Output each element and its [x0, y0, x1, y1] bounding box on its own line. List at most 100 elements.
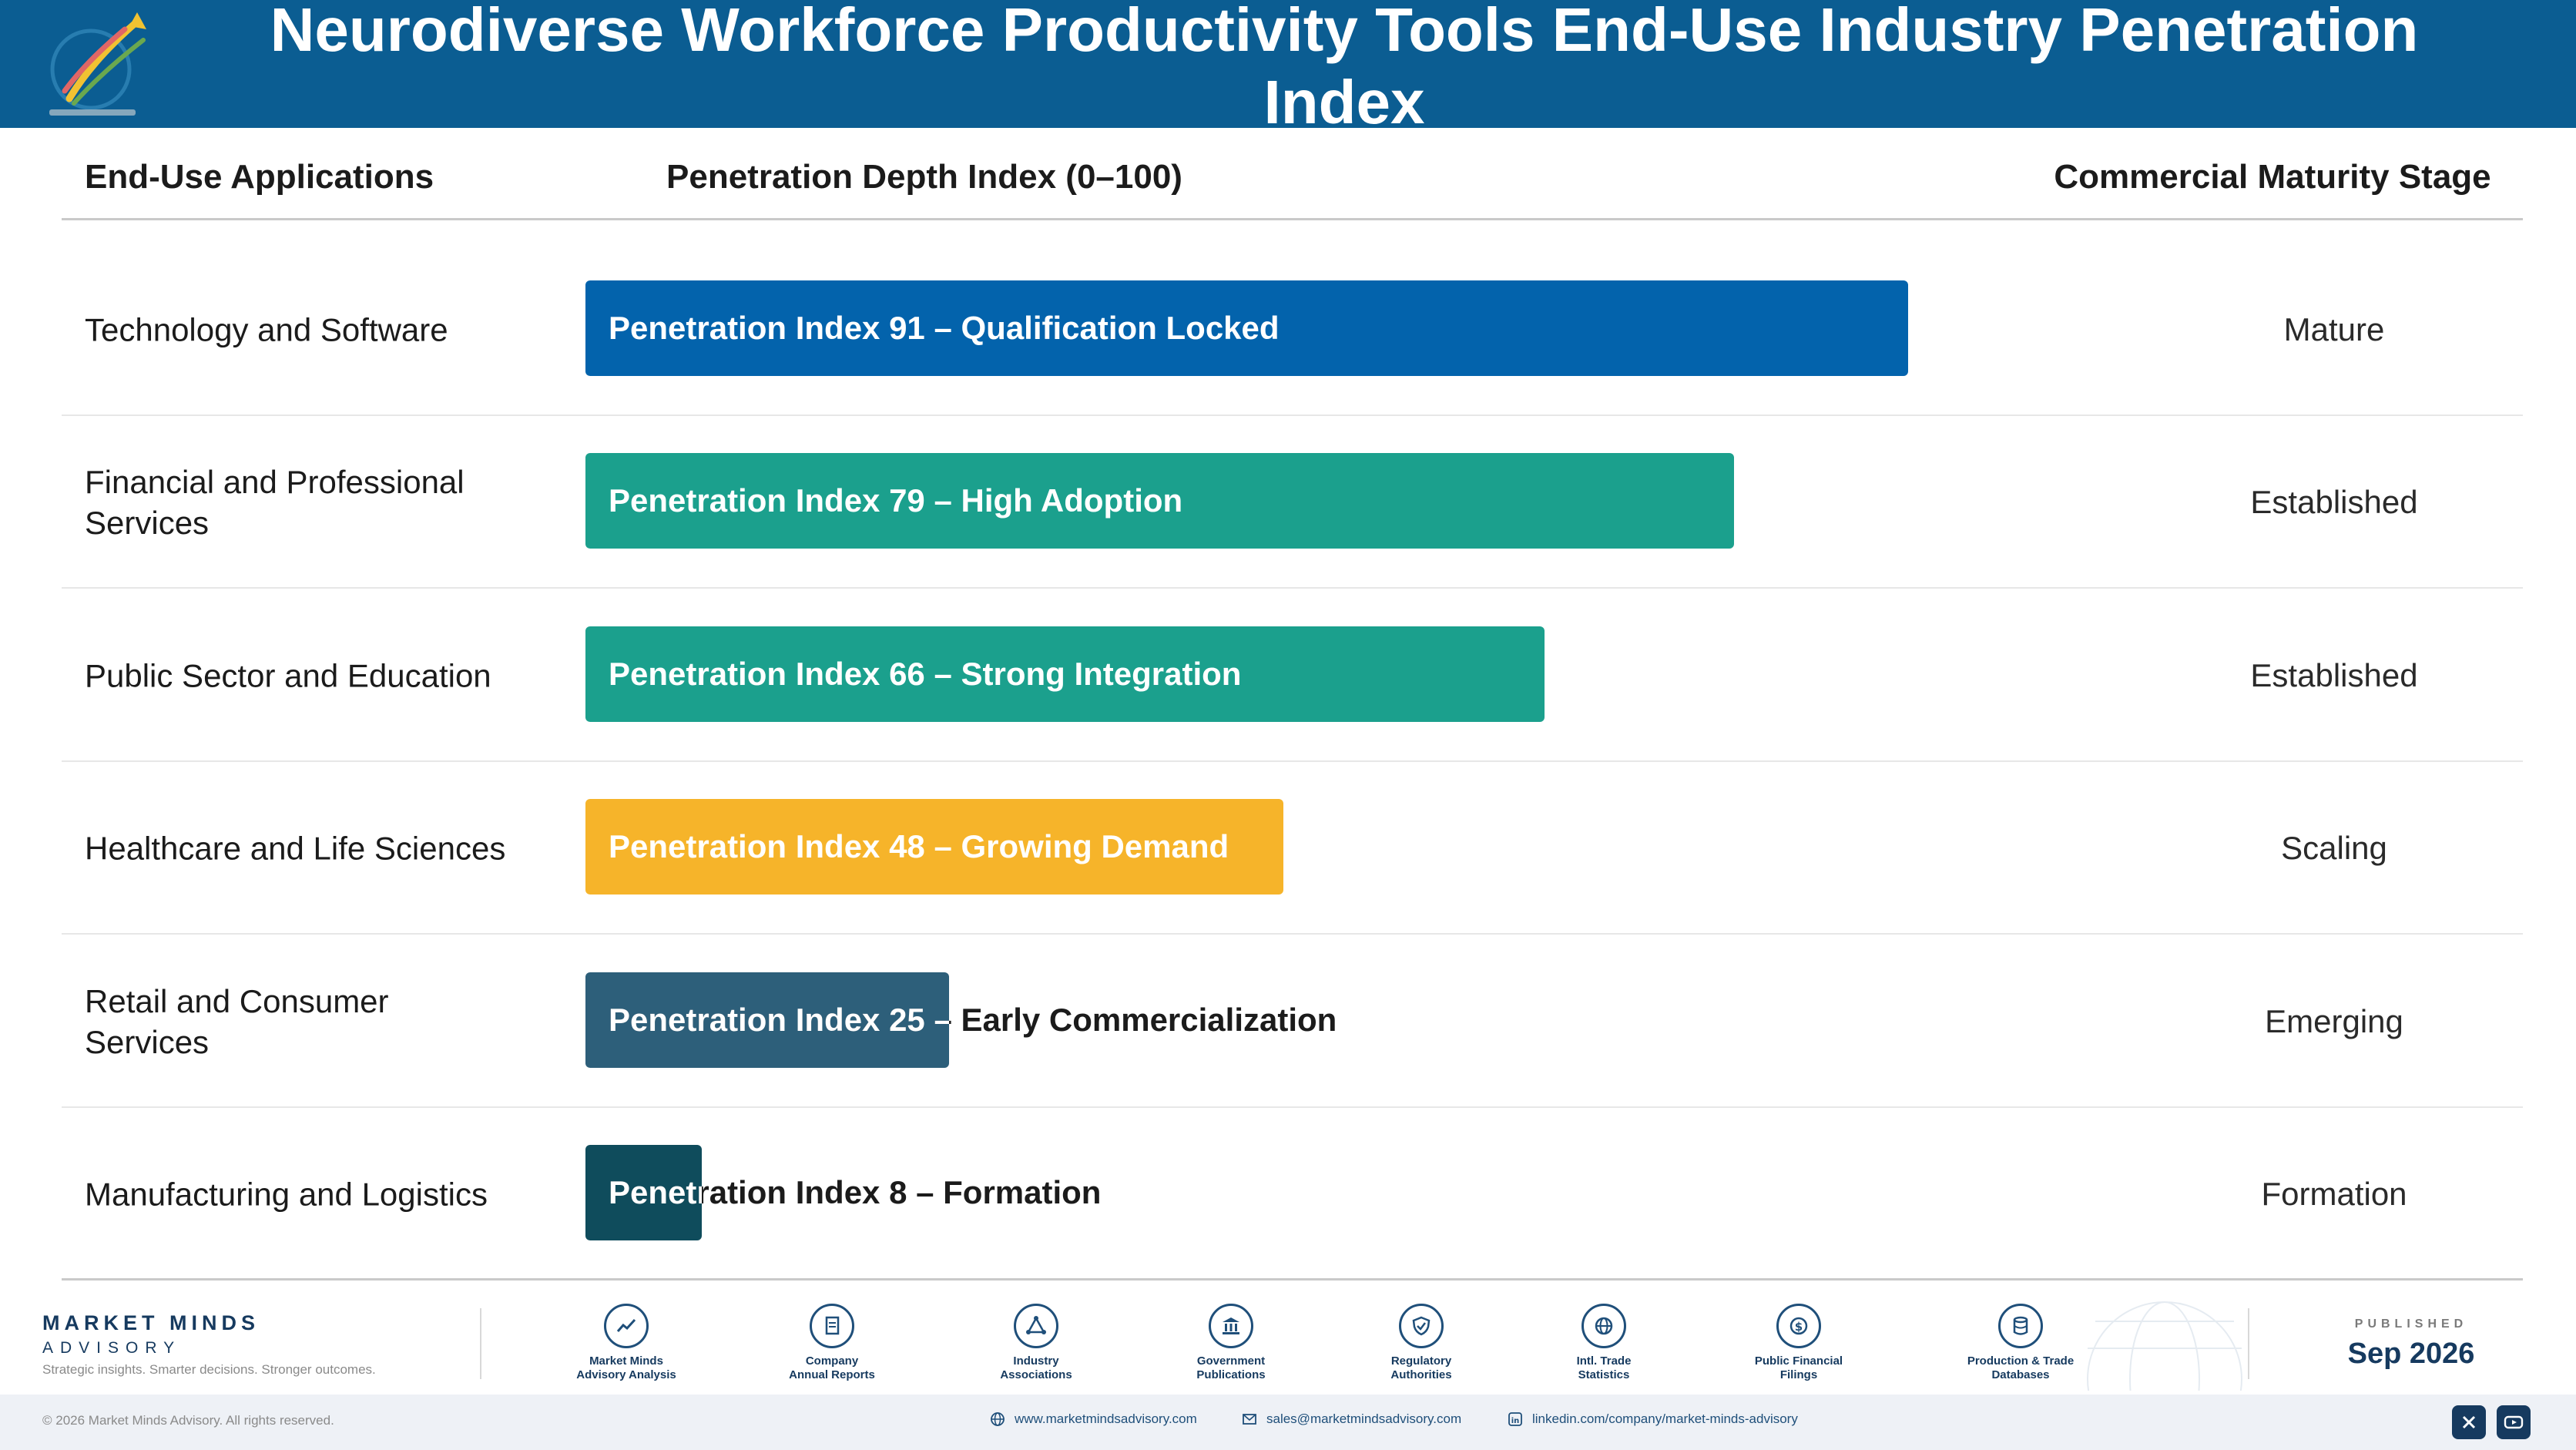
- bar: [585, 280, 1909, 376]
- youtube-social-button[interactable]: [2497, 1405, 2531, 1439]
- footer-bottom-bar: © 2026 Market Minds Advisory. All rights…: [0, 1395, 2576, 1450]
- row-divider: [62, 1278, 2523, 1280]
- trend-chart-icon: [604, 1304, 649, 1348]
- bar-track: Penetration Index 91 – Qualification Loc…: [585, 280, 2039, 376]
- dollar-coin-icon: $: [1776, 1304, 1821, 1348]
- source-item: $ Public Financial Filings: [1710, 1304, 1887, 1382]
- row-divider: [62, 760, 2523, 762]
- svg-text:$: $: [1795, 1320, 1803, 1334]
- footer: MARKET MINDS ADVISORY Strategic insights…: [0, 1294, 2576, 1450]
- bar-track: Penetration Index 25 – Early Commerciali…: [585, 972, 2039, 1068]
- chart-row: Manufacturing and Logistics Penetration I…: [62, 1108, 2523, 1280]
- bar-label-overlay: Penetration Index 25 – Early Commerciali…: [585, 972, 949, 1068]
- source-item: Government Publications: [1142, 1304, 1320, 1382]
- footer-divider: [480, 1308, 481, 1379]
- brand-name: MARKET MINDS: [42, 1311, 260, 1334]
- source-item: Market Minds Advisory Analysis: [538, 1304, 715, 1382]
- copyright-text: © 2026 Market Minds Advisory. All rights…: [42, 1413, 334, 1428]
- bar-track: Penetration Index 79 – High Adoption: [585, 453, 2039, 549]
- footer-divider: [2248, 1308, 2249, 1379]
- maturity-stage-label: Scaling: [2281, 830, 2387, 867]
- row-divider: [62, 933, 2523, 935]
- category-label: Technology and Software: [85, 311, 448, 348]
- bar: [585, 453, 1734, 549]
- linkedin-link[interactable]: in linkedin.com/company/market-minds-adv…: [1508, 1411, 1798, 1427]
- source-label: Government Publications: [1196, 1354, 1266, 1381]
- logo-icon: [49, 12, 146, 116]
- bar-data-label: Penetration Index 79 – High Adoption: [609, 482, 1183, 519]
- source-label: Regulatory Authorities: [1390, 1354, 1452, 1381]
- globe-icon: [991, 1412, 1005, 1426]
- document-icon: [810, 1304, 854, 1348]
- source-label: Industry Associations: [1000, 1354, 1072, 1381]
- bar-data-label: Penetration Index 8 – Formation: [609, 1174, 1102, 1210]
- mail-icon: [1243, 1414, 1256, 1425]
- source-label: Production & Trade Databases: [1967, 1354, 2075, 1381]
- bar-data-label: Penetration Index 25 – Early Commerciali…: [609, 1001, 1337, 1038]
- bar-track: Penetration Index 66 – Strong Integratio…: [585, 626, 2039, 722]
- header-divider: [62, 218, 2523, 220]
- source-item: Intl. Trade Statistics: [1515, 1304, 1692, 1382]
- source-label: Company Annual Reports: [789, 1354, 875, 1381]
- header-banner: Neurodiverse Workforce Productivity Tool…: [0, 0, 2576, 128]
- column-header-applications: End-Use Applications: [85, 158, 434, 196]
- email-link[interactable]: sales@marketmindsadvisory.com: [1242, 1411, 1461, 1427]
- source-label: Market Minds Advisory Analysis: [576, 1354, 676, 1381]
- brand-tagline: Strategic insights. Smarter decisions. S…: [42, 1362, 376, 1377]
- category-label: Retail and Consumer Services: [85, 982, 389, 1060]
- maturity-stage-label: Established: [2250, 484, 2418, 521]
- published-caption: PUBLISHED: [2354, 1317, 2468, 1331]
- source-item: Company Annual Reports: [743, 1304, 921, 1382]
- bar: [585, 1145, 702, 1240]
- column-header-stage: Commercial Maturity Stage: [2054, 158, 2491, 196]
- source-label: Public Financial Filings: [1754, 1354, 1843, 1381]
- chart-row: Financial and Professional Services Penet…: [62, 416, 2523, 589]
- column-header-depth: Penetration Depth Index (0–100): [666, 158, 1182, 196]
- network-icon: [1014, 1304, 1058, 1348]
- bar-data-label-inner: Penetration Index 8 – Formation: [609, 1174, 702, 1210]
- bar-track: Penetration Index 48 – Growing Demand: [585, 799, 2039, 895]
- x-social-button[interactable]: [2452, 1405, 2486, 1439]
- category-label: Healthcare and Life Sciences: [85, 830, 506, 867]
- linkedin-icon: in: [1508, 1412, 1522, 1426]
- website-text: www.marketmindsadvisory.com: [1015, 1411, 1197, 1426]
- shield-check-icon: [1399, 1304, 1444, 1348]
- chart-row: Technology and Software Penetration Index…: [62, 243, 2523, 416]
- bar-data-label: Penetration Index 48 – Growing Demand: [609, 828, 1229, 865]
- chart-row: Public Sector and Education Penetration I…: [62, 589, 2523, 762]
- government-building-icon: [1209, 1304, 1253, 1348]
- email-text: sales@marketmindsadvisory.com: [1266, 1411, 1462, 1426]
- source-label: Intl. Trade Statistics: [1576, 1354, 1632, 1381]
- bar-data-label: Penetration Index 91 – Qualification Loc…: [609, 310, 1280, 346]
- database-icon: [1998, 1304, 2043, 1348]
- source-list: Market Minds Advisory Analysis Company Ann…: [539, 1304, 2234, 1388]
- bar-data-label: Penetration Index 66 – Strong Integratio…: [609, 655, 1242, 692]
- bar: [585, 626, 1545, 722]
- page-title: Neurodiverse Workforce Productivity Tool…: [270, 0, 2419, 128]
- row-divider: [62, 415, 2523, 416]
- svg-text:in: in: [1511, 1417, 1520, 1425]
- bar-data-label-inner: Penetration Index 25 – Early Commerciali…: [609, 1001, 949, 1038]
- chart-row: Healthcare and Life Sciences Penetration …: [62, 762, 2523, 935]
- globe-icon: [1581, 1304, 1626, 1348]
- brand-subtitle: ADVISORY: [42, 1339, 182, 1357]
- source-item: Industry Associations: [948, 1304, 1125, 1382]
- youtube-icon: [2504, 1415, 2524, 1429]
- maturity-stage-label: Formation: [2261, 1176, 2407, 1212]
- category-label: Manufacturing and Logistics: [85, 1176, 488, 1213]
- website-link[interactable]: www.marketmindsadvisory.com: [990, 1411, 1197, 1427]
- row-divider: [62, 587, 2523, 589]
- category-label: Public Sector and Education: [85, 657, 491, 694]
- bar-track: Penetration Index 8 – FormationPenetrati…: [585, 1145, 2039, 1240]
- category-label: Financial and Professional Services: [85, 464, 465, 542]
- bar-label-overlay: Penetration Index 8 – Formation: [585, 1145, 702, 1240]
- chart-row: Retail and Consumer Services Penetration …: [62, 935, 2523, 1108]
- source-item: Regulatory Authorities: [1333, 1304, 1510, 1382]
- published-date: Sep 2026: [2347, 1338, 2475, 1370]
- bar: [585, 972, 949, 1068]
- maturity-stage-label: Emerging: [2265, 1002, 2403, 1039]
- source-item: Production & Trade Databases: [1932, 1304, 2109, 1382]
- bar: [585, 799, 1283, 895]
- row-divider: [62, 1106, 2523, 1108]
- x-logo-icon: [2462, 1415, 2476, 1429]
